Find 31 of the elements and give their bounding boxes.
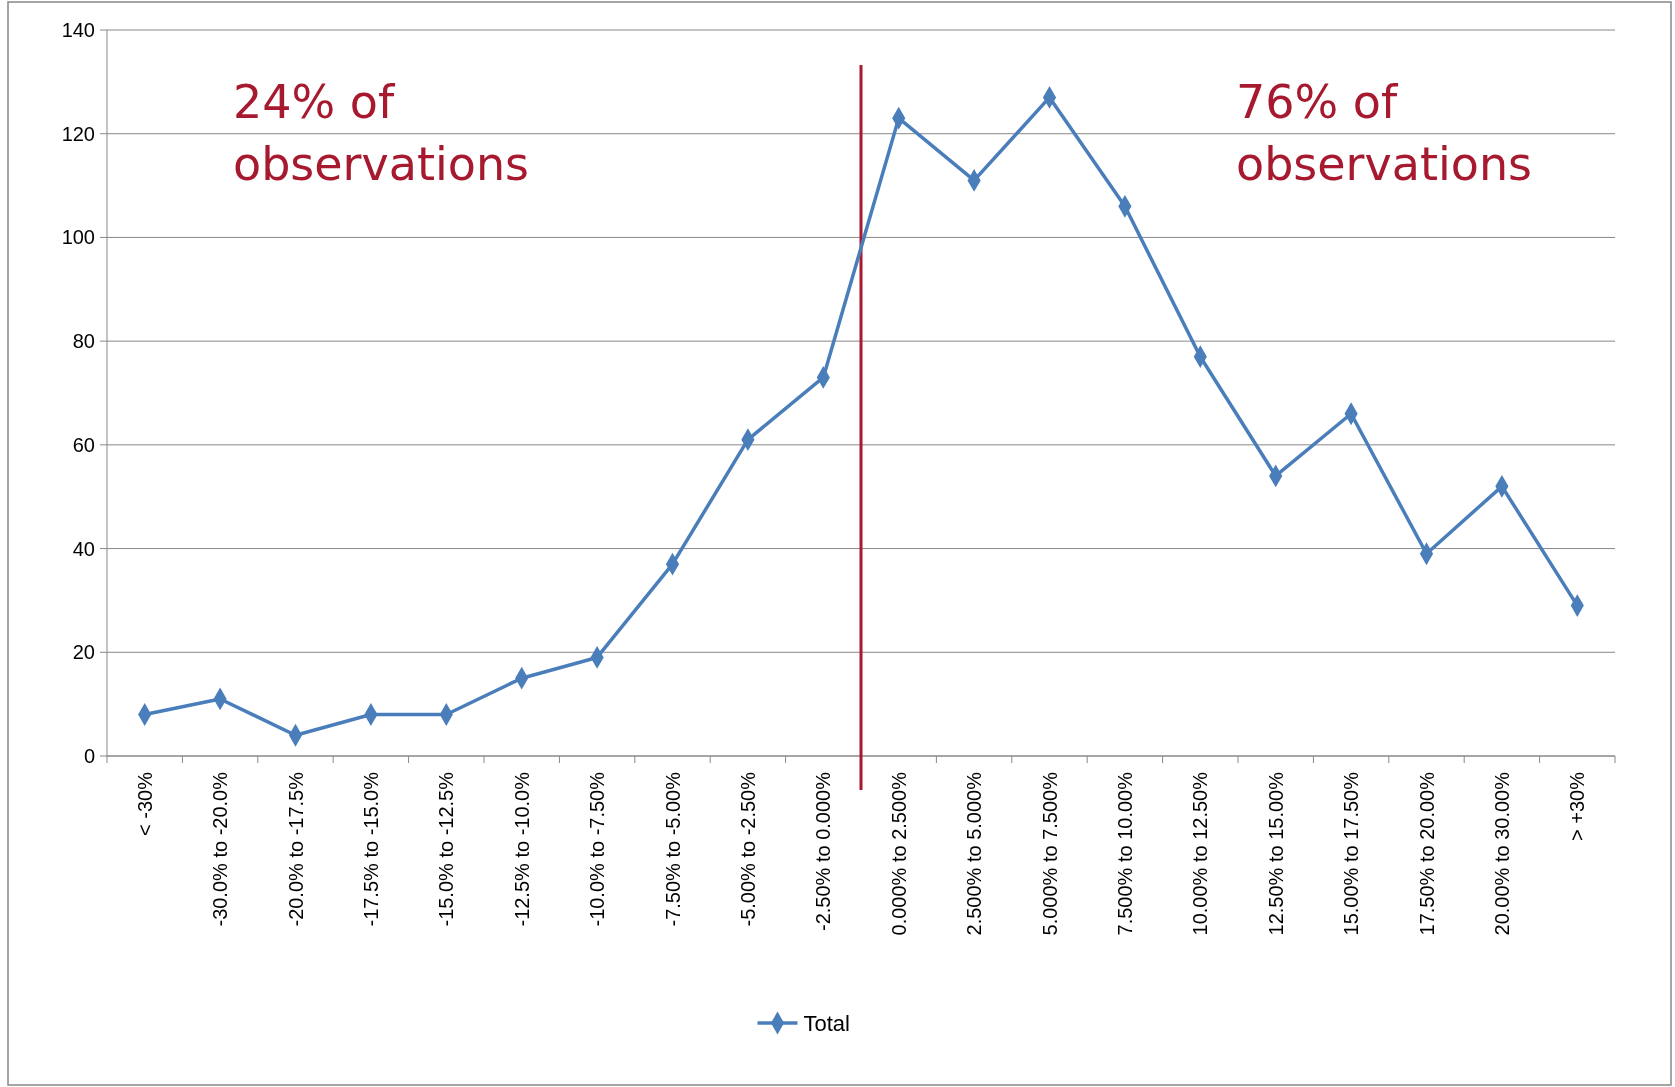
x-tick-label: 0.000% to 2.500% — [887, 771, 910, 936]
annotation: 76% of observations — [1236, 75, 1533, 191]
x-tick-label: -15.0% to -12.5% — [435, 771, 458, 927]
legend-label: Total — [803, 1010, 850, 1036]
y-tick-label: 20 — [72, 641, 95, 664]
x-tick-label: -30.0% to -20.0% — [209, 771, 232, 927]
x-tick-label: -2.50% to 0.000% — [812, 771, 835, 931]
x-tick-label: -7.50% to -5.00% — [661, 771, 684, 927]
x-tick-label: 17.50% to 20.00% — [1415, 771, 1438, 936]
x-tick-label: 15.00% to 17.50% — [1340, 771, 1363, 936]
x-tick-label: -5.00% to -2.50% — [736, 771, 759, 927]
annotation: 24% of observations — [233, 75, 530, 191]
y-tick-label: 40 — [72, 537, 95, 560]
y-tick-label: 80 — [72, 330, 95, 353]
x-tick-label: 2.500% to 5.000% — [963, 771, 986, 936]
x-tick-label: -12.5% to -10.0% — [510, 771, 533, 927]
x-tick-label: > +30% — [1566, 771, 1589, 841]
x-tick-label: -17.5% to -15.0% — [359, 771, 382, 927]
y-tick-label: 100 — [61, 226, 95, 249]
x-tick-label: 10.00% to 12.50% — [1189, 771, 1212, 936]
x-tick-label: 20.00% to 30.00% — [1490, 771, 1513, 936]
x-tick-label: -10.0% to -7.50% — [586, 771, 609, 927]
x-tick-label: -20.0% to -17.5% — [284, 771, 307, 927]
y-tick-label: 60 — [72, 433, 95, 456]
x-tick-label: 5.000% to 7.500% — [1038, 771, 1061, 936]
y-tick-label: 140 — [61, 19, 95, 41]
x-tick-label: < -30% — [133, 771, 156, 836]
x-tick-label: 7.500% to 10.00% — [1113, 771, 1136, 936]
y-tick-label: 120 — [61, 122, 95, 145]
y-tick-label: 0 — [83, 745, 95, 767]
x-tick-label: 12.50% to 15.00% — [1264, 771, 1287, 936]
